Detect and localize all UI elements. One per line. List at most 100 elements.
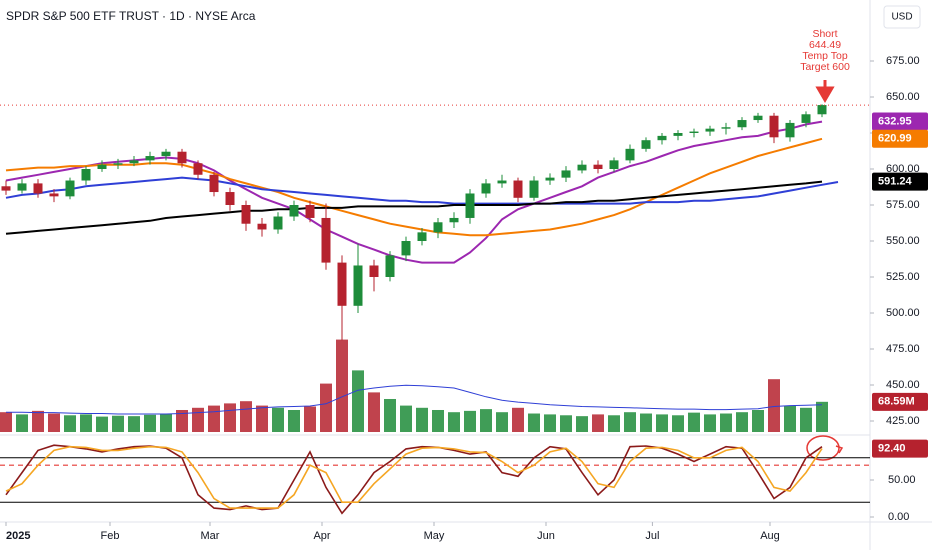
candle-body bbox=[385, 255, 395, 277]
candle-body bbox=[1, 186, 11, 191]
volume-bar bbox=[736, 412, 748, 432]
volume-bar bbox=[512, 407, 524, 432]
volume-bar bbox=[464, 410, 476, 432]
volume-bar bbox=[192, 407, 204, 432]
annotation-text: 644.49 bbox=[809, 39, 841, 51]
candle-body bbox=[785, 122, 795, 138]
candle-body bbox=[81, 169, 91, 181]
x-tick-label: Feb bbox=[101, 530, 120, 542]
ma-tag: 591.24 bbox=[878, 176, 913, 188]
oscillator-tick-label: 0.00 bbox=[888, 511, 909, 523]
volume-bar bbox=[784, 405, 796, 432]
y-tick-label: 675.00 bbox=[886, 55, 920, 67]
candle-body bbox=[657, 135, 667, 141]
volume-bar bbox=[96, 416, 108, 432]
y-tick-label: 550.00 bbox=[886, 235, 920, 247]
candle-body bbox=[625, 148, 635, 161]
volume-bar bbox=[640, 413, 652, 432]
candle-body bbox=[321, 217, 331, 263]
candle-body bbox=[817, 105, 827, 115]
ma-tag: 632.95 bbox=[878, 115, 912, 127]
volume-bar bbox=[176, 409, 188, 432]
oscillator-tag-bg bbox=[872, 439, 928, 458]
candle-body bbox=[593, 164, 603, 169]
volume-bar bbox=[128, 416, 140, 432]
annotation-text: Temp Top bbox=[802, 50, 847, 62]
volume-tag-bg bbox=[872, 392, 928, 411]
currency-box[interactable] bbox=[883, 5, 921, 29]
candle-body bbox=[17, 183, 27, 191]
candle-body bbox=[305, 205, 315, 218]
candle-body bbox=[641, 140, 651, 149]
volume-bar bbox=[656, 414, 668, 432]
candle-body bbox=[753, 115, 763, 121]
candle-body bbox=[129, 160, 139, 164]
volume-bar bbox=[144, 414, 156, 432]
volume-bar bbox=[0, 412, 12, 432]
candle-body bbox=[449, 217, 459, 223]
y-tick-label: 450.00 bbox=[886, 379, 920, 391]
candle-body bbox=[337, 262, 347, 306]
volume-tag: 68.59M bbox=[878, 396, 915, 408]
candle-body bbox=[465, 193, 475, 218]
volume-bar bbox=[272, 407, 284, 432]
volume-bar bbox=[432, 409, 444, 432]
volume-bar bbox=[576, 416, 588, 432]
candle-body bbox=[577, 164, 587, 171]
volume-bar bbox=[480, 409, 492, 432]
moving-average bbox=[5, 176, 839, 205]
volume-bar bbox=[720, 413, 732, 432]
oscillator-tag: 92.40 bbox=[878, 443, 906, 455]
candle-body bbox=[145, 156, 155, 161]
volume-bar bbox=[48, 413, 60, 432]
volume-bar bbox=[704, 414, 716, 432]
volume-bar bbox=[688, 412, 700, 432]
ma-tag-bg bbox=[872, 172, 928, 191]
candle-body bbox=[49, 193, 59, 197]
volume-bar bbox=[496, 412, 508, 432]
volume-bar bbox=[816, 401, 828, 432]
volume-bar bbox=[608, 415, 620, 432]
candle-body bbox=[737, 120, 747, 128]
ma-tag-bg bbox=[872, 129, 928, 148]
candle-body bbox=[113, 163, 123, 165]
volume-bar bbox=[592, 414, 604, 432]
annotation-arrow bbox=[815, 80, 835, 103]
y-tick-label: 500.00 bbox=[886, 307, 920, 319]
candle-body bbox=[193, 163, 203, 175]
candle-body bbox=[65, 180, 75, 197]
candle-body bbox=[769, 115, 779, 138]
volume-bar bbox=[80, 414, 92, 432]
candle-body bbox=[481, 183, 491, 194]
volume-bar bbox=[240, 401, 252, 432]
volume-bar bbox=[544, 414, 556, 432]
x-tick-label: Jul bbox=[645, 530, 659, 542]
candle-body bbox=[177, 151, 187, 164]
volume-bar bbox=[224, 403, 236, 432]
volume-bar bbox=[800, 407, 812, 432]
candle-body bbox=[209, 174, 219, 193]
moving-average bbox=[5, 180, 823, 235]
candle-body bbox=[721, 127, 731, 129]
candle-body bbox=[273, 216, 283, 230]
volume-bar bbox=[208, 405, 220, 432]
candle-body bbox=[689, 131, 699, 133]
x-tick-label: Jun bbox=[537, 530, 555, 542]
candle-body bbox=[289, 205, 299, 217]
candle-body bbox=[417, 232, 427, 241]
x-tick-label: Apr bbox=[313, 530, 330, 542]
candle-body bbox=[433, 222, 443, 233]
oscillator-line bbox=[5, 444, 823, 515]
volume-bar bbox=[416, 407, 428, 432]
volume-bar bbox=[400, 405, 412, 432]
volume-bar bbox=[560, 415, 572, 432]
volume-bar bbox=[448, 412, 460, 432]
y-tick-label: 575.00 bbox=[886, 199, 920, 211]
chart-title: SPDR S&P 500 ETF TRUST · 1D · NYSE Arca bbox=[6, 9, 256, 23]
volume-bar bbox=[320, 383, 332, 432]
volume-bar bbox=[256, 405, 268, 432]
volume-bar bbox=[528, 413, 540, 432]
volume-ma-line bbox=[6, 384, 823, 415]
